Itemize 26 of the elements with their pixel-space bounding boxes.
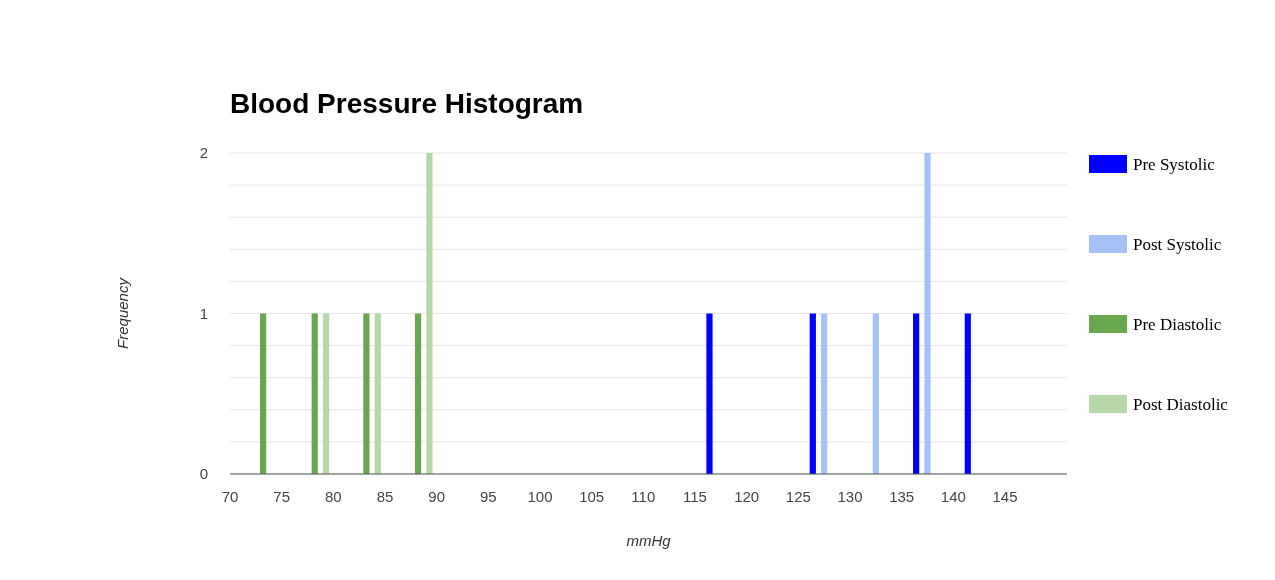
y-tick-label: 1 [199, 304, 208, 322]
x-tick-label: 105 [579, 488, 605, 505]
x-tick-label: 75 [273, 488, 291, 505]
x-tick-label: 100 [527, 488, 553, 505]
x-tick-label: 85 [376, 488, 394, 505]
x-tick-label: 110 [631, 488, 656, 505]
x-tick-label: 130 [837, 488, 863, 505]
x-tick-label: 70 [221, 488, 239, 505]
y-axis-title: Frequency [114, 276, 131, 349]
x-tick-label: 115 [683, 488, 707, 505]
x-tick-label: 135 [889, 488, 915, 505]
y-tick-label: 2 [199, 144, 208, 161]
legend-label: Post Diastolic [1133, 395, 1229, 414]
x-tick-label: 90 [428, 488, 446, 505]
legend-label: Post Systolic [1133, 235, 1222, 254]
x-axis-title: mmHg [626, 532, 672, 549]
legend-label: Pre Diastolic [1133, 315, 1222, 334]
x-tick-label: 125 [785, 488, 811, 505]
chart-title: Blood Pressure Histogram [230, 88, 584, 119]
legend-label: Pre Systolic [1133, 155, 1216, 174]
x-tick-label: 80 [324, 488, 342, 505]
x-tick-label: 140 [940, 488, 966, 505]
x-tick-label: 145 [992, 488, 1018, 505]
x-tick-label: 95 [479, 488, 497, 505]
x-tick-label: 120 [734, 488, 760, 505]
y-tick-label: 0 [199, 465, 208, 482]
